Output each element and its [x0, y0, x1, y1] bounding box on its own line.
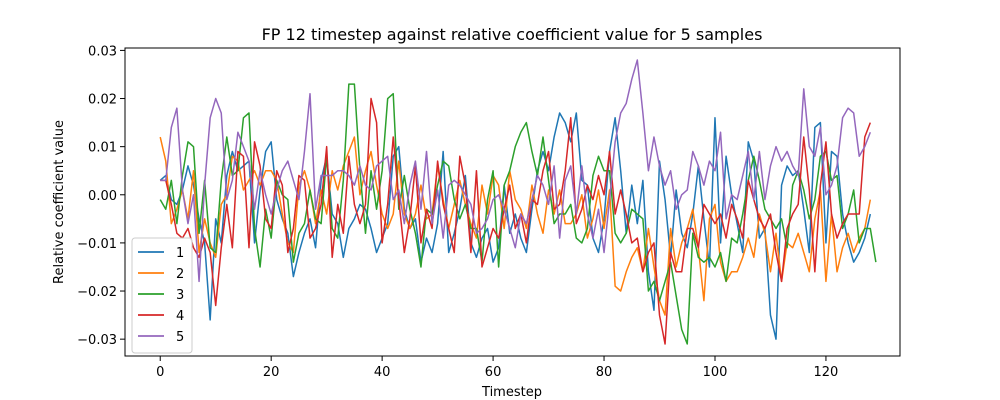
x-tick-label: 0	[156, 365, 164, 380]
y-tick-label: −0.02	[77, 285, 117, 300]
legend-label-3: 3	[176, 288, 184, 303]
legend-label-1: 1	[176, 246, 184, 261]
plot-frame	[124, 47, 901, 357]
y-tick-label: 0.01	[88, 141, 117, 156]
plot-area: 0 20 40 60 80 100 120 −0.03 −0.02 −0.01 0.00 0.01 0…	[77, 44, 901, 380]
x-tick-label: 60	[485, 365, 502, 380]
x-axis: 0 20 40 60 80 100 120	[156, 356, 838, 380]
y-tick-label: 0.03	[88, 44, 117, 59]
series-layer	[159, 59, 877, 345]
y-tick-label: −0.01	[77, 237, 117, 252]
series-line-5	[160, 59, 872, 283]
series-line-4	[160, 97, 872, 345]
series-line-2	[159, 136, 872, 316]
legend: 1 2 3 4 5	[131, 237, 193, 354]
legend-label-5: 5	[176, 330, 184, 345]
y-axis: −0.03 −0.02 −0.01 0.00 0.01 0.02 0.03	[77, 44, 125, 348]
y-tick-label: 0.00	[88, 189, 117, 204]
y-tick-label: 0.02	[88, 93, 117, 108]
x-tick-label: 40	[374, 365, 391, 380]
y-axis-label: Relative coefficient value	[52, 120, 67, 284]
legend-label-4: 4	[176, 309, 184, 324]
legend-box	[131, 237, 193, 354]
x-tick-label: 100	[703, 365, 728, 380]
chart-title: FP 12 timestep against relative coeffici…	[262, 25, 763, 44]
x-tick-label: 80	[596, 365, 613, 380]
y-tick-label: −0.03	[77, 333, 117, 348]
series-line-1	[159, 112, 872, 340]
legend-label-2: 2	[176, 267, 184, 282]
series-line-3	[159, 83, 877, 345]
x-axis-label: Timestep	[481, 385, 542, 400]
x-tick-label: 20	[263, 365, 280, 380]
x-tick-label: 120	[814, 365, 839, 380]
